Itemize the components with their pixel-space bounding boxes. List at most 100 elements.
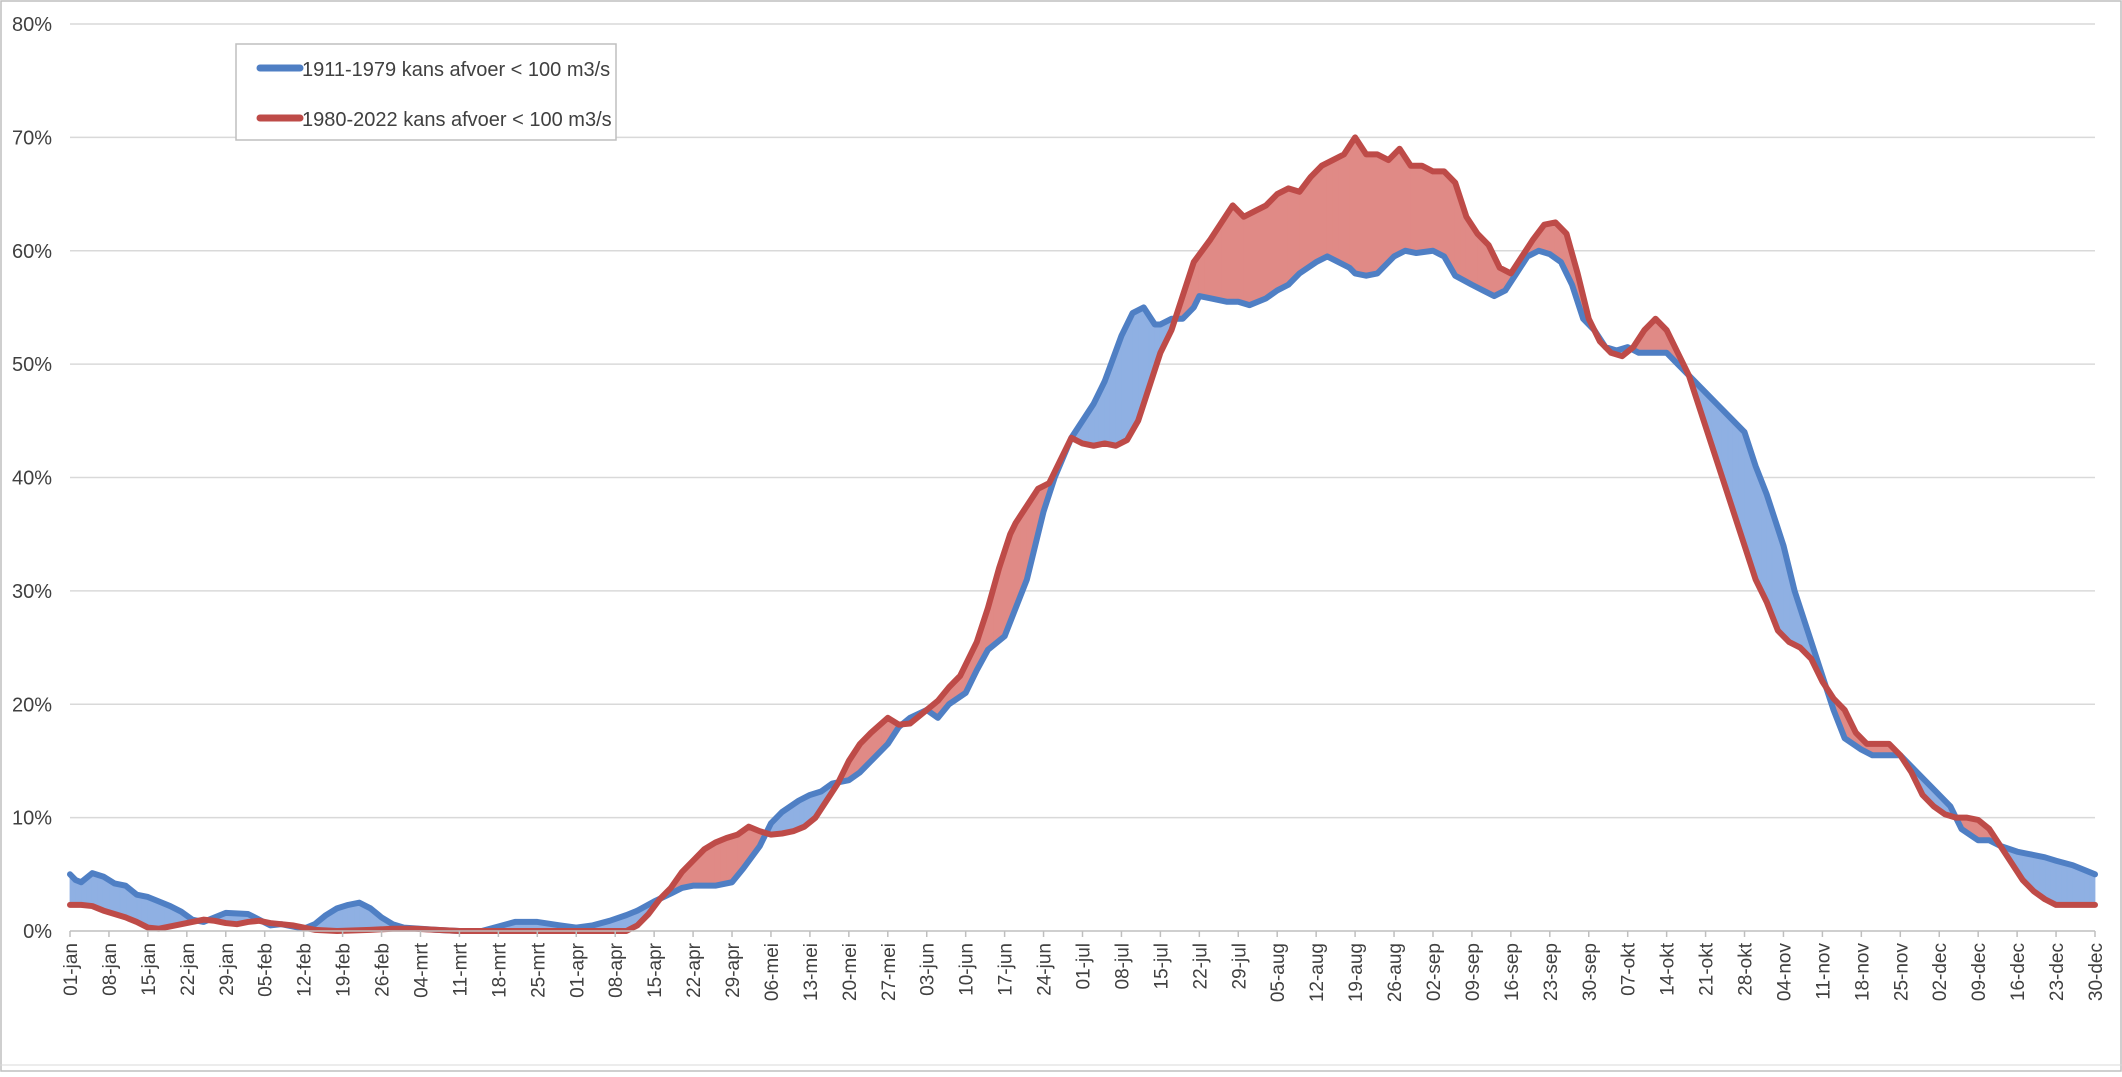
- fill-band: [1450, 177, 1456, 276]
- fill-band: [710, 843, 716, 886]
- fill-band: [1311, 171, 1317, 265]
- fill-band: [1322, 163, 1328, 259]
- x-tick-label: 09-sep: [1463, 943, 1484, 1001]
- x-tick-label: 25-nov: [1891, 943, 1912, 1002]
- fill-band: [1294, 190, 1300, 279]
- fill-band: [1238, 211, 1244, 303]
- legend-label-1980-2022: 1980-2022 kans afvoer < 100 m3/s: [302, 109, 612, 131]
- x-tick-label: 08-jan: [100, 943, 121, 996]
- x-tick-label: 15-jul: [1151, 943, 1172, 989]
- fill-band: [1305, 177, 1311, 270]
- fill-band: [1121, 324, 1127, 442]
- fill-band: [1416, 166, 1422, 253]
- fill-band: [1433, 171, 1439, 253]
- fill-band: [2084, 870, 2090, 905]
- fill-band: [1249, 211, 1255, 305]
- x-tick-label: 29-jul: [1229, 943, 1250, 989]
- y-tick-label: 10%: [12, 808, 52, 830]
- fill-band: [98, 875, 104, 911]
- fill-band: [1299, 184, 1305, 273]
- x-tick-label: 21-okt: [1697, 942, 1718, 996]
- y-tick-label: 50%: [12, 354, 52, 376]
- fill-band: [1388, 154, 1394, 262]
- fill-band: [1377, 154, 1383, 273]
- x-tick-label: 15-apr: [645, 942, 666, 998]
- fill-band: [1233, 205, 1239, 301]
- fill-band: [1222, 214, 1228, 302]
- fill-band: [1133, 310, 1139, 430]
- x-tick-label: 08-apr: [606, 942, 627, 998]
- x-tick-label: 27-mei: [879, 943, 900, 1001]
- fill-band: [1277, 191, 1283, 290]
- x-tick-label: 17-jun: [996, 943, 1017, 996]
- fill-band: [92, 873, 98, 908]
- x-tick-label: 30-sep: [1580, 943, 1601, 1001]
- difference-fill: [70, 137, 2095, 931]
- x-tick-label: 20-mei: [840, 943, 861, 1001]
- x-tick-label: 19-feb: [334, 943, 355, 997]
- x-tick-label: 12-feb: [295, 943, 316, 997]
- x-tick-label: 11-mrt: [450, 942, 471, 996]
- series-line-1980-2022: [70, 137, 2095, 931]
- fill-band: [348, 904, 354, 931]
- x-tick-label: 25-mrt: [528, 942, 549, 998]
- fill-band: [1350, 137, 1356, 273]
- fill-band: [1261, 205, 1267, 300]
- x-tick-label: 22-apr: [684, 942, 705, 998]
- fill-band: [1405, 157, 1411, 252]
- legend-label-1911-1979: 1911-1979 kans afvoer < 100 m3/s: [302, 59, 610, 81]
- y-tick-label: 70%: [12, 127, 52, 149]
- y-tick-label: 0%: [23, 921, 52, 943]
- fill-band: [2056, 861, 2062, 905]
- y-tick-label: 20%: [12, 694, 52, 716]
- fill-band: [2062, 862, 2068, 905]
- x-tick-label: 19-aug: [1346, 943, 1367, 1002]
- series-lines: [70, 137, 2095, 931]
- fill-band: [1366, 154, 1372, 275]
- x-tick-label: 18-mrt: [489, 942, 510, 998]
- fill-band: [2050, 859, 2056, 905]
- fill-band: [1272, 194, 1278, 294]
- fill-band: [1255, 208, 1261, 303]
- fill-band: [1411, 166, 1417, 253]
- fill-band: [1444, 171, 1450, 266]
- x-tick-label: 04-mrt: [411, 942, 432, 998]
- fill-band: [1439, 171, 1445, 256]
- x-tick-label: 23-dec: [2047, 943, 2068, 1001]
- x-tick-label: 05-feb: [256, 943, 277, 997]
- fill-band: [1427, 169, 1433, 252]
- y-tick-label: 30%: [12, 581, 52, 603]
- fill-band: [1127, 313, 1133, 440]
- x-tick-label: 04-nov: [1774, 943, 1795, 1002]
- x-tick-label: 22-jul: [1190, 943, 1211, 989]
- x-tick-label: 05-aug: [1268, 943, 1289, 1002]
- x-tick-label: 29-apr: [723, 942, 744, 998]
- y-tick-label: 60%: [12, 241, 52, 263]
- x-tick-label: 22-jan: [178, 943, 199, 996]
- fill-band: [120, 885, 126, 918]
- x-tick-label: 09-dec: [1969, 943, 1990, 1001]
- x-tick-label: 10-jun: [957, 943, 978, 996]
- fill-band: [1394, 149, 1400, 257]
- fill-band: [1283, 188, 1289, 287]
- fill-band: [2045, 857, 2051, 902]
- fill-band: [1338, 154, 1344, 265]
- fill-band: [1361, 146, 1367, 276]
- y-tick-label: 40%: [12, 468, 52, 490]
- x-tick-label: 08-jul: [1112, 943, 1133, 989]
- fill-band: [1244, 214, 1250, 305]
- fill-band: [1327, 160, 1333, 259]
- fill-band: [1422, 166, 1428, 253]
- x-tick-label: 26-aug: [1385, 943, 1406, 1002]
- x-tick-label: 26-feb: [373, 943, 394, 997]
- x-tick-label: 16-dec: [2008, 943, 2029, 1001]
- y-tick-label: 80%: [12, 14, 52, 36]
- fill-band: [1316, 166, 1322, 262]
- x-tick-label: 30-dec: [2086, 943, 2107, 1001]
- x-tick-label: 28-okt: [1736, 942, 1757, 996]
- fill-band: [2078, 868, 2084, 905]
